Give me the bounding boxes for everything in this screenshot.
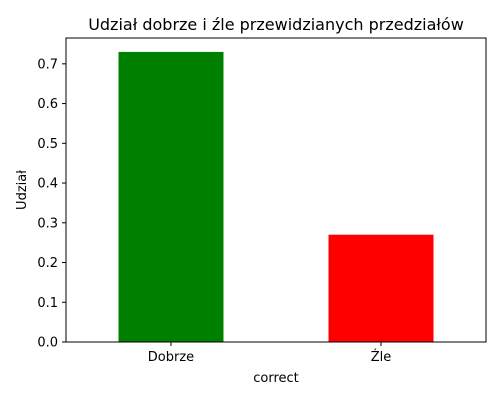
chart-title: Udział dobrze i źle przewidzianych przed… bbox=[88, 15, 464, 34]
y-tick-label: 0.5 bbox=[37, 137, 58, 152]
x-axis-label: correct bbox=[253, 371, 299, 386]
bar-dobrze bbox=[118, 51, 224, 342]
y-axis-ticks: 0.0 0.1 0.2 0.3 0.4 0.5 0.6 0.7 bbox=[37, 57, 66, 351]
bar-zle bbox=[328, 234, 434, 342]
y-tick-label: 0.2 bbox=[37, 256, 58, 271]
y-tick-label: 0.0 bbox=[37, 336, 58, 351]
y-tick-label: 0.1 bbox=[37, 296, 58, 311]
x-tick-label: Dobrze bbox=[148, 350, 194, 365]
y-axis-label: Udział bbox=[15, 170, 30, 210]
y-tick-label: 0.7 bbox=[37, 57, 58, 72]
plot-frame bbox=[65, 37, 487, 343]
bars-group bbox=[118, 51, 434, 342]
x-axis-ticks: Dobrze Źle bbox=[148, 342, 391, 365]
y-tick-label: 0.3 bbox=[37, 216, 58, 231]
x-tick-label: Źle bbox=[371, 349, 392, 365]
y-tick-label: 0.4 bbox=[37, 177, 58, 192]
y-tick-label: 0.6 bbox=[37, 97, 58, 112]
